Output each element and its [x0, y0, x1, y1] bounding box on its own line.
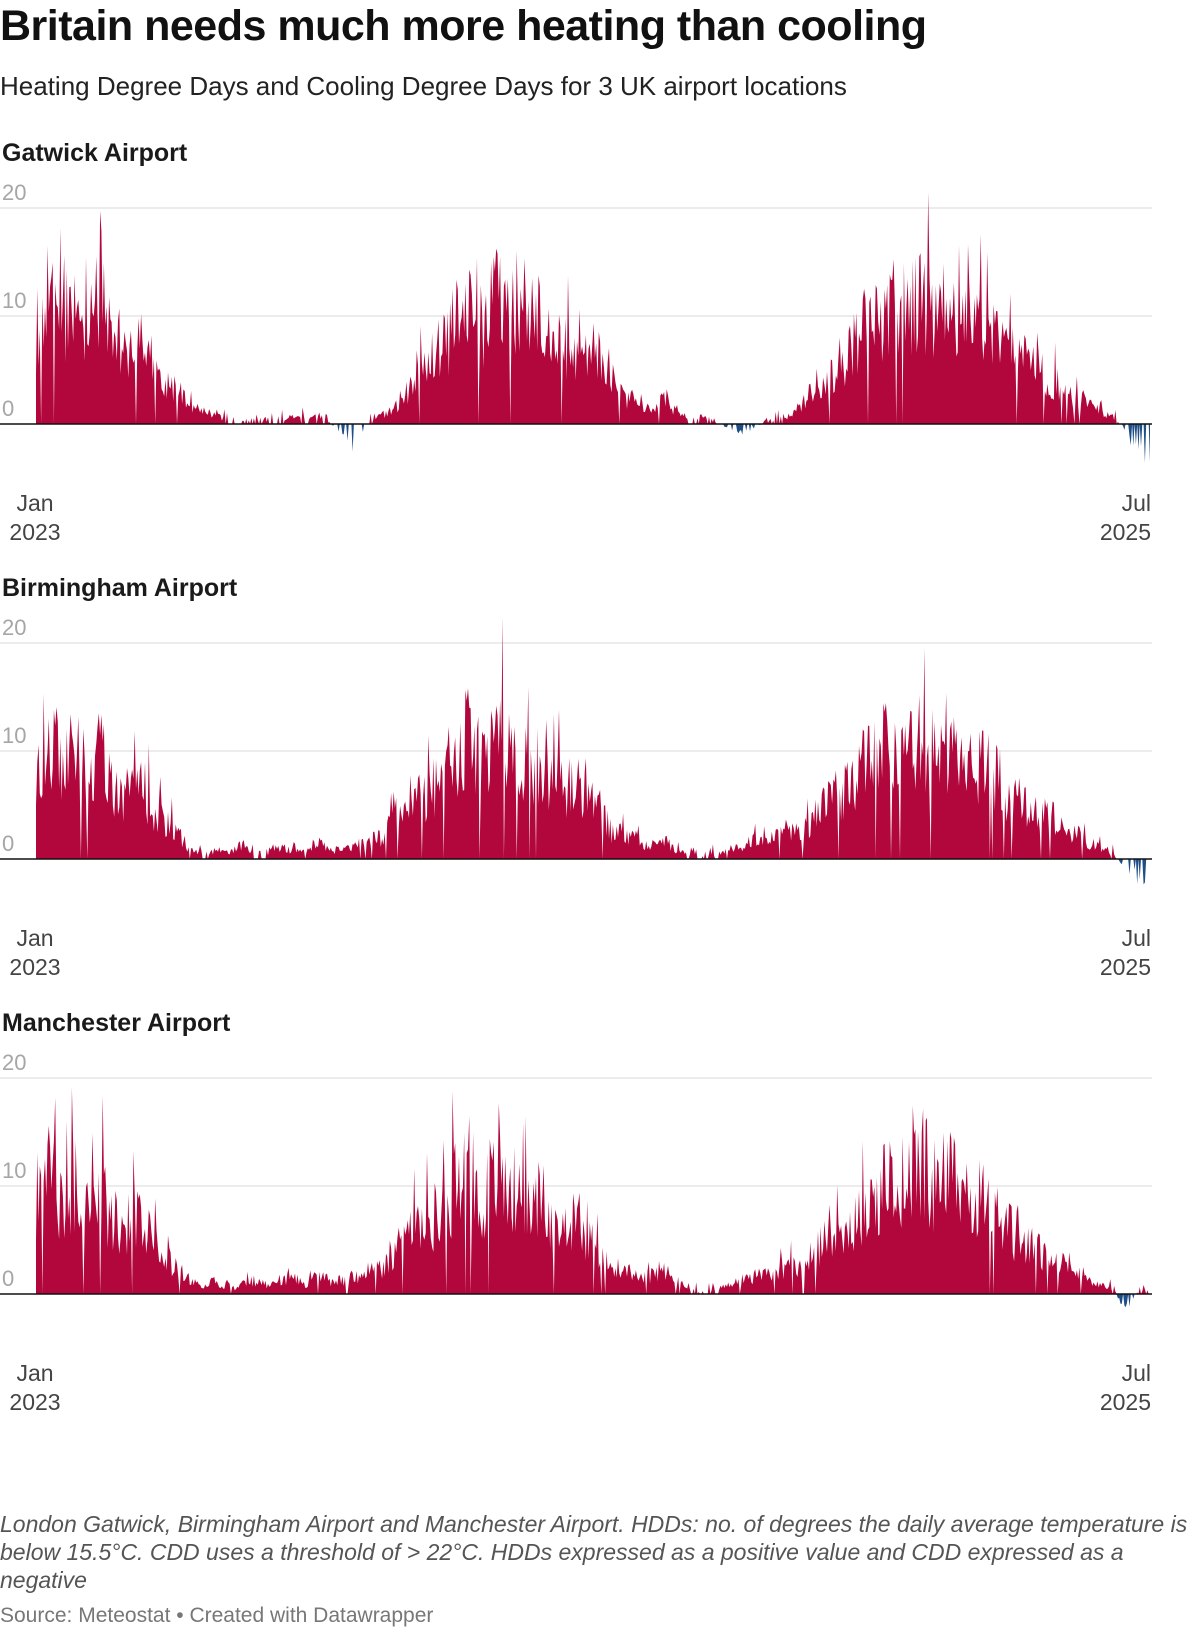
- hdd-area: [36, 192, 1150, 424]
- y-tick-label-20: 20: [2, 615, 26, 640]
- x-tick-year-2023: 2023: [9, 519, 60, 545]
- chart-subtitle: Heating Degree Days and Cooling Degree D…: [0, 71, 847, 101]
- panel-title-birmingham: Birmingham Airport: [2, 574, 238, 602]
- x-tick-label-jul: Jul: [1122, 1360, 1151, 1386]
- y-tick-label-0: 0: [2, 831, 14, 856]
- y-tick-label-10: 10: [2, 288, 26, 313]
- x-tick-year-2023: 2023: [9, 1389, 60, 1415]
- panel-title-gatwick: Gatwick Airport: [2, 139, 188, 167]
- y-tick-label-0: 0: [2, 396, 14, 421]
- area-chart-gatwick: 20 10 0 Jan 2023 Jul 2025: [0, 180, 1152, 545]
- cdd-area: [36, 859, 1150, 885]
- x-tick-label-jan: Jan: [16, 925, 53, 951]
- hdd-area: [36, 616, 1150, 859]
- cdd-area: [36, 1294, 1150, 1308]
- panel-gatwick: Gatwick Airport 20 10 0 Jan 2023 Jul 2025: [0, 138, 1200, 588]
- y-tick-label-10: 10: [2, 723, 26, 748]
- panel-birmingham: Birmingham Airport 20 10 0 Jan 2023 Jul 2025: [0, 573, 1200, 1023]
- x-tick-year-2025: 2025: [1100, 954, 1151, 980]
- chart-source: Source: Meteostat • Created with Datawra…: [0, 1604, 434, 1627]
- area-chart-manchester: 20 10 0 Jan 2023 Jul 2025: [0, 1050, 1152, 1415]
- area-chart-birmingham: 20 10 0 Jan 2023 Jul 2025: [0, 615, 1152, 980]
- panel-title-manchester: Manchester Airport: [2, 1009, 231, 1037]
- hdd-area: [36, 1087, 1150, 1294]
- y-tick-label-0: 0: [2, 1266, 14, 1291]
- x-tick-year-2025: 2025: [1100, 1389, 1151, 1415]
- x-tick-year-2025: 2025: [1100, 519, 1151, 545]
- x-tick-label-jul: Jul: [1122, 925, 1151, 951]
- chart-notes: London Gatwick, Birmingham Airport and M…: [0, 1511, 1188, 1593]
- x-tick-label-jul: Jul: [1122, 490, 1151, 516]
- y-tick-label-20: 20: [2, 180, 26, 205]
- chart-title: Britain needs much more heating than coo…: [0, 2, 927, 50]
- y-tick-label-10: 10: [2, 1158, 26, 1183]
- panel-manchester: Manchester Airport 20 10 0 Jan 2023 Jul 2025: [0, 1008, 1200, 1458]
- x-tick-year-2023: 2023: [9, 954, 60, 980]
- y-tick-label-20: 20: [2, 1050, 26, 1075]
- x-tick-label-jan: Jan: [16, 1360, 53, 1386]
- x-tick-label-jan: Jan: [16, 490, 53, 516]
- cdd-area: [36, 424, 1150, 463]
